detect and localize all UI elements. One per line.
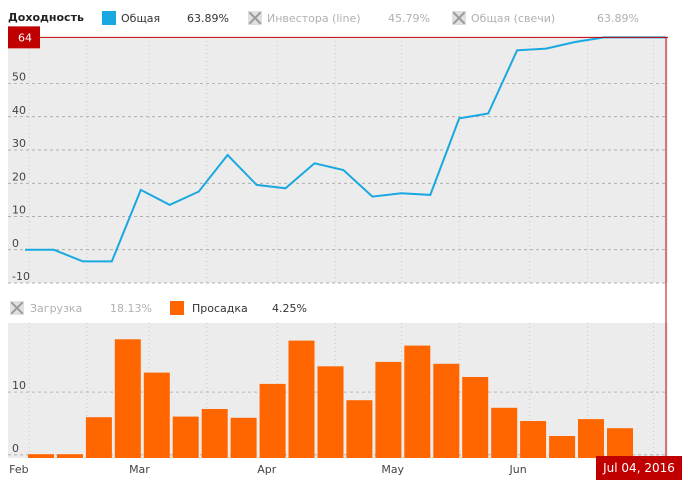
drawdown-bar[interactable] xyxy=(85,417,112,458)
drawdown-bar[interactable] xyxy=(28,454,54,458)
x-tick-labels: Feb Mar Apr May Jun xyxy=(9,463,527,476)
x-tick-label: Feb xyxy=(9,463,28,476)
drawdown-bar[interactable] xyxy=(114,339,141,458)
y-tick-label: 10 xyxy=(12,379,26,392)
crosshair-x-label: Jul 04, 2016 xyxy=(602,461,675,475)
legend-checkbox-candles-disabled[interactable] xyxy=(452,11,466,25)
legend-title: Доходность xyxy=(8,11,84,24)
drawdown-bar[interactable] xyxy=(520,421,547,458)
x-tick-label: Apr xyxy=(257,463,277,476)
crosshair: 64 Jul 04, 2016 xyxy=(8,26,682,480)
crosshair-x-badge xyxy=(596,456,682,480)
legend-label-total[interactable]: Общая xyxy=(121,12,161,25)
legend-label-load[interactable]: Загрузка xyxy=(30,302,83,315)
drawdown-bar[interactable] xyxy=(172,416,199,458)
legend-label-candles[interactable]: Общая (свечи) xyxy=(471,12,556,25)
drawdown-bar[interactable] xyxy=(230,417,257,458)
legend-swatch-drawdown[interactable] xyxy=(170,301,184,315)
x-tick-label: Jun xyxy=(509,463,527,476)
drawdown-bar[interactable] xyxy=(607,428,633,458)
total-return-line xyxy=(25,36,666,263)
legend-label-investor[interactable]: Инвестора (line) xyxy=(267,12,361,25)
drawdown-bar[interactable] xyxy=(346,400,373,458)
drawdown-bar[interactable] xyxy=(288,340,315,458)
y-tick-label: 30 xyxy=(12,137,26,150)
drawdown-bar[interactable] xyxy=(56,454,83,458)
drawdown-bars xyxy=(28,339,633,458)
y-tick-label: 50 xyxy=(12,71,26,84)
y-tick-label: 20 xyxy=(12,170,26,183)
x-tick-label: Mar xyxy=(129,463,150,476)
legend-swatch-total[interactable] xyxy=(102,11,116,25)
drawdown-bar[interactable] xyxy=(404,345,431,458)
drawdown-bar[interactable] xyxy=(317,366,344,458)
drawdown-bar[interactable] xyxy=(549,436,576,458)
y-tick-label: -10 xyxy=(12,270,30,283)
drawdown-bar[interactable] xyxy=(201,409,228,458)
crosshair-y-label: 64 xyxy=(18,31,32,44)
drawdown-bar[interactable] xyxy=(578,419,604,458)
legend-value-investor: 45.79% xyxy=(388,12,430,25)
x-tick-label: May xyxy=(381,463,404,476)
drawdown-bar[interactable] xyxy=(375,361,402,458)
legend-label-drawdown[interactable]: Просадка xyxy=(192,302,248,315)
bar-y-tick-labels: 0 10 xyxy=(12,379,26,455)
legend-value-drawdown: 4.25% xyxy=(272,302,307,315)
drawdown-bar[interactable] xyxy=(433,363,460,458)
y-tick-label: 40 xyxy=(12,104,26,117)
drawdown-bar[interactable] xyxy=(143,372,170,458)
legend-value-load: 18.13% xyxy=(110,302,152,315)
legend-checkbox-investor-disabled[interactable] xyxy=(248,11,262,25)
legend-checkbox-load-disabled[interactable] xyxy=(10,301,24,315)
drawdown-bar[interactable] xyxy=(259,383,286,458)
legend-value-total: 63.89% xyxy=(187,12,229,25)
line-plot-area[interactable] xyxy=(8,37,668,283)
y-tick-label: 0 xyxy=(12,237,19,250)
crosshair-y-badge xyxy=(8,26,40,49)
legend-value-candles: 63.89% xyxy=(597,12,639,25)
drawdown-bar[interactable] xyxy=(491,407,518,458)
line-y-tick-labels: -10 0 10 20 30 40 50 xyxy=(12,71,30,283)
y-tick-label: 0 xyxy=(12,442,19,455)
y-tick-label: 10 xyxy=(12,204,26,217)
drawdown-bar[interactable] xyxy=(462,377,489,458)
